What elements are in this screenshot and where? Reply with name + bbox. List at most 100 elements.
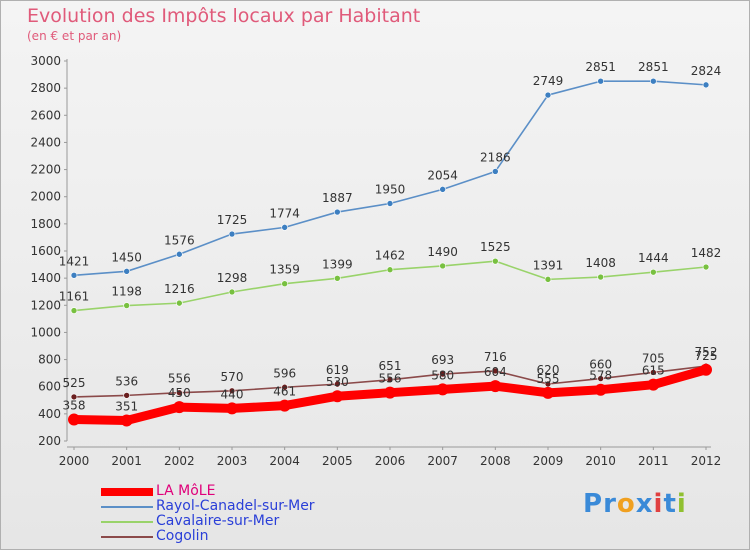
data-label: 1408 [585,256,616,270]
data-label: 2749 [533,74,564,88]
data-label: 1391 [533,258,564,272]
data-label: 2851 [638,60,669,74]
data-label: 604 [484,365,507,379]
data-point [281,280,288,288]
data-point [597,77,604,85]
data-point [647,378,660,391]
brand-logo: Proxiti [583,489,687,519]
data-label: 651 [379,359,402,373]
y-tick-label: 2400 [30,135,61,149]
brand-letter: x [635,489,654,519]
data-point [597,375,604,382]
x-tick-label: 2006 [375,454,406,468]
y-tick-label: 2600 [30,108,61,122]
data-label: 1421 [59,254,90,268]
data-point [228,230,236,238]
x-tick-label: 2004 [269,454,300,468]
x-tick-label: 2012 [691,454,722,468]
chart-subtitle: (en € et par an) [27,29,122,43]
data-label: 2054 [427,168,458,182]
data-label: 358 [63,399,86,413]
data-label: 725 [695,349,718,363]
data-point [439,262,446,270]
brand-letter: o [616,489,636,519]
data-point [700,363,712,376]
data-labels-layer: 1421 1450 1576 1725 1774 1887 1950 2054 2186 2749… [59,60,722,413]
y-tick-label: 600 [38,380,61,394]
legend-label-rayol-canadel: Rayol-Canadel-sur-Mer [156,498,315,514]
x-tick-label: 2002 [164,454,195,468]
data-label: 556 [168,372,191,386]
y-tick-label: 1400 [30,271,61,285]
brand-letter: i [653,489,664,519]
legend-label-cogolin: Cogolin [156,528,209,544]
brand-letter: r [603,489,617,519]
data-point [334,380,341,388]
brand-letter: P [583,489,604,519]
y-tick-label: 1000 [30,325,61,339]
data-point [594,383,607,396]
data-label: 1725 [217,213,248,227]
data-label: 525 [63,376,86,390]
brand-letter: i [676,489,687,519]
data-point [173,401,186,414]
data-point [702,81,710,89]
data-label: 716 [484,350,507,364]
series-layer [68,77,712,427]
data-point [386,266,394,274]
chart-axes: 200 400 600 800 1000 1200 1400 1600 1800 2000 2200… [30,54,721,468]
data-label: 1359 [269,263,300,277]
data-point [492,257,499,265]
data-point [176,250,183,258]
data-label: 1399 [322,257,353,271]
y-tick-label: 400 [38,407,61,421]
y-tick-label: 2200 [30,163,61,177]
data-point [702,263,710,271]
data-label: 351 [115,400,138,414]
brand-letter: t [663,489,677,519]
data-label: 1298 [217,271,248,285]
data-label: 461 [273,385,296,399]
data-label: 450 [168,386,191,400]
data-point [176,389,183,396]
data-point [544,91,552,99]
data-label: 1887 [322,191,353,205]
y-tick-label: 1800 [30,217,61,231]
data-point [123,268,130,275]
data-label: 530 [326,375,349,389]
data-point [489,380,502,393]
data-label: 1950 [375,183,406,197]
x-tick-label: 2000 [59,454,90,468]
data-label: 2851 [585,60,616,74]
y-tick-label: 1200 [30,298,61,312]
data-point [331,390,344,403]
data-label: 580 [431,368,454,382]
data-label: 615 [642,364,665,378]
data-point [650,369,657,376]
data-point [650,77,657,85]
data-point [176,299,183,307]
x-tick-label: 2008 [480,454,511,468]
data-label: 570 [221,370,244,384]
data-label: 1444 [638,251,669,265]
x-tick-label: 2005 [322,454,353,468]
data-label: 1161 [59,290,90,304]
data-label: 705 [642,351,665,365]
data-point [650,268,657,276]
y-tick-label: 200 [38,434,61,448]
data-label: 620 [537,363,560,377]
data-point [70,307,78,314]
data-label: 578 [589,369,612,383]
data-point [492,168,499,175]
legend-label-cavalaire: Cavalaire-sur-Mer [156,513,280,529]
data-label: 660 [589,358,612,372]
y-tick-label: 3000 [30,54,61,68]
x-tick-label: 2009 [533,454,564,468]
data-point [70,271,78,279]
data-label: 1525 [480,240,511,254]
data-point [384,386,396,399]
data-point [334,274,341,282]
chart-title: Evolution des Impôts locaux par Habitant [27,5,421,27]
